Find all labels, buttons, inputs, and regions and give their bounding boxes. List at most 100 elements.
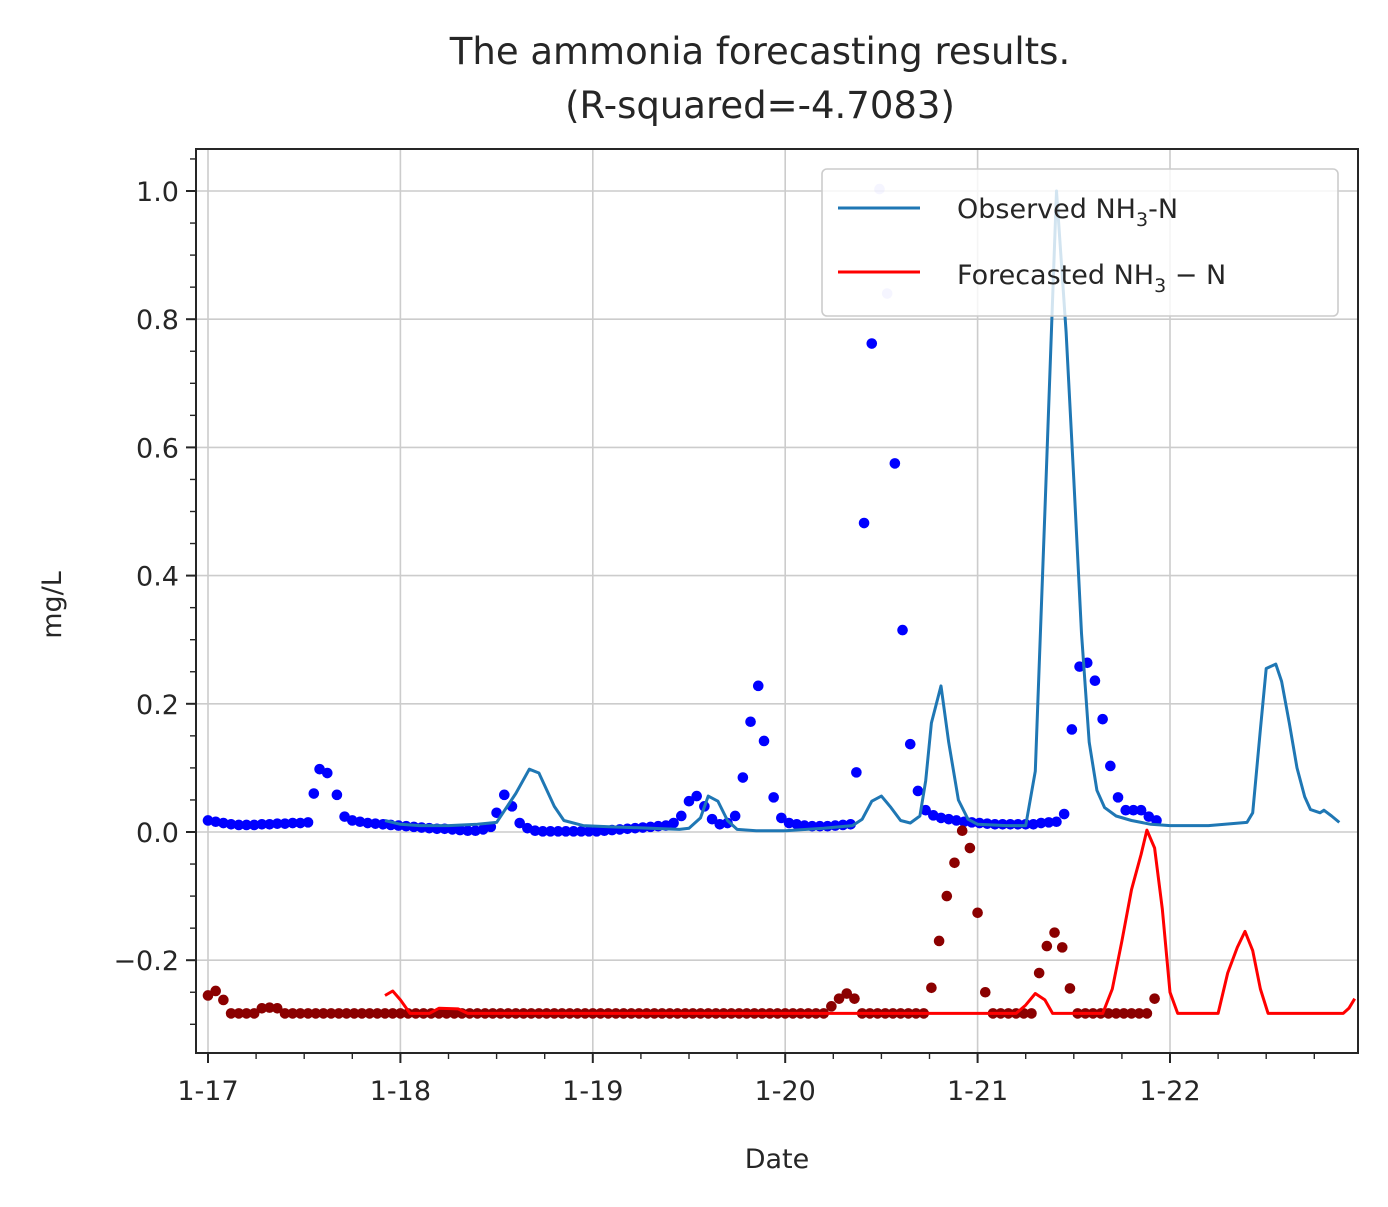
scatter-point — [402, 1008, 414, 1019]
scatter-point — [370, 818, 381, 829]
scatter-point — [737, 772, 749, 783]
y-axis-label: mg/L — [37, 571, 68, 639]
scatter-point — [752, 680, 764, 692]
scatter-point — [866, 338, 878, 349]
scatter-point — [271, 818, 283, 829]
legend-label-forecasted: Forecasted NH3 − N — [957, 260, 1226, 297]
scatter-point — [1133, 1008, 1145, 1019]
scatter-point — [591, 826, 602, 837]
x-tick-label: 1-21 — [947, 1076, 1008, 1107]
series-line-0 — [384, 189, 1341, 833]
scatter-point — [706, 813, 718, 825]
scatter-point — [926, 982, 937, 994]
scatter-point — [1051, 816, 1062, 828]
scatter-point — [1105, 760, 1116, 772]
scatter-point — [722, 817, 733, 829]
scatter-point — [333, 1008, 345, 1019]
x-tick-label: 1-22 — [1139, 1076, 1200, 1107]
scatter-point — [575, 826, 587, 837]
scatter-point — [233, 1008, 245, 1019]
scatter-point — [729, 810, 741, 822]
scatter-point — [1128, 804, 1139, 816]
scatter-point — [833, 993, 845, 1004]
scatter-point — [1118, 1008, 1130, 1019]
scatter-point — [264, 1002, 275, 1013]
scatter-point — [1089, 675, 1101, 687]
scatter-point — [1035, 817, 1047, 829]
scatter-point — [1056, 942, 1068, 953]
scatter-point — [560, 826, 572, 837]
scatter-point — [448, 1008, 460, 1019]
scatter-point — [1066, 724, 1078, 735]
tick-labels: 1-17 1-18 1-19 1-20 1-21 1-22 −0.2 0.0 0.2 0.4 0.6… — [113, 177, 1200, 1107]
scatter-point — [395, 1008, 406, 1019]
scatter-2 — [202, 183, 1162, 837]
x-tick-label: 1-18 — [370, 1076, 431, 1107]
legend: Observed NH3-N Forecasted NH3 − N — [821, 168, 1339, 317]
scatter-point — [972, 907, 983, 919]
scatter-point — [225, 819, 237, 830]
scatter-point — [920, 804, 931, 816]
scatter-point — [904, 738, 916, 750]
scatter-point — [279, 818, 291, 829]
scatter-point — [841, 988, 853, 999]
ticks — [186, 158, 1316, 1063]
scatter-point — [1049, 927, 1060, 938]
scatter-point — [949, 857, 960, 869]
chart-title-line-2: (R-squared=-4.7083) — [565, 84, 955, 127]
scatter-point — [941, 890, 953, 902]
scatter-point — [325, 1008, 337, 1019]
scatter-point — [441, 1008, 452, 1019]
scatter-point — [302, 817, 314, 828]
scatter-point — [256, 1002, 268, 1014]
scatter-point — [264, 819, 275, 830]
scatter-point — [202, 990, 214, 1001]
scatter-point — [545, 826, 556, 837]
scatter-point — [364, 1008, 375, 1019]
scatter-point — [768, 792, 779, 803]
scatter-point — [668, 817, 679, 829]
scatter-point — [826, 1001, 837, 1012]
scatter-point — [225, 1008, 237, 1019]
scatter-point — [248, 1008, 260, 1019]
scatter-point — [356, 1008, 368, 1019]
scatter-point — [387, 1008, 399, 1019]
legend-box — [821, 168, 1339, 317]
y-tick-label: −0.2 — [113, 946, 179, 977]
scatter-point — [218, 994, 229, 1006]
scatter-point — [1149, 993, 1160, 1004]
scatter-point — [676, 810, 687, 822]
scatter-point — [1026, 1008, 1037, 1019]
y-tick-label: 0.0 — [136, 818, 179, 849]
scatter-point — [568, 826, 579, 837]
scatter-point — [295, 1008, 306, 1019]
scatter-point — [552, 826, 564, 837]
scatter-point — [372, 1008, 383, 1019]
x-tick-label: 1-20 — [755, 1076, 816, 1107]
scatter-point — [964, 842, 976, 854]
scatter-point — [745, 716, 756, 728]
scatter-point — [776, 812, 787, 824]
scatter-point — [1058, 808, 1070, 820]
scatter-point — [302, 1008, 314, 1019]
scatter-point — [241, 819, 252, 831]
chart-title-line-1: The ammonia forecasting results. — [449, 30, 1070, 73]
scatter-point — [241, 1008, 252, 1019]
scatter-point — [341, 1008, 352, 1019]
scatter-point — [1041, 940, 1053, 952]
scatter-point — [1064, 983, 1076, 994]
scatter-point — [933, 935, 945, 947]
scatter-point — [849, 993, 860, 1004]
scatter-point — [287, 817, 298, 829]
x-axis-label: Date — [745, 1144, 810, 1175]
legend-label-observed: Observed NH3-N — [957, 194, 1178, 231]
scatter-point — [271, 1002, 283, 1014]
scatter-point — [1141, 1008, 1153, 1019]
scatter-point — [858, 517, 870, 529]
y-tick-label: 0.4 — [136, 562, 179, 593]
scatter-point — [279, 1008, 291, 1019]
y-tick-label: 0.6 — [136, 433, 179, 464]
scatter-point — [331, 789, 343, 801]
y-tick-label: 0.8 — [136, 305, 179, 336]
